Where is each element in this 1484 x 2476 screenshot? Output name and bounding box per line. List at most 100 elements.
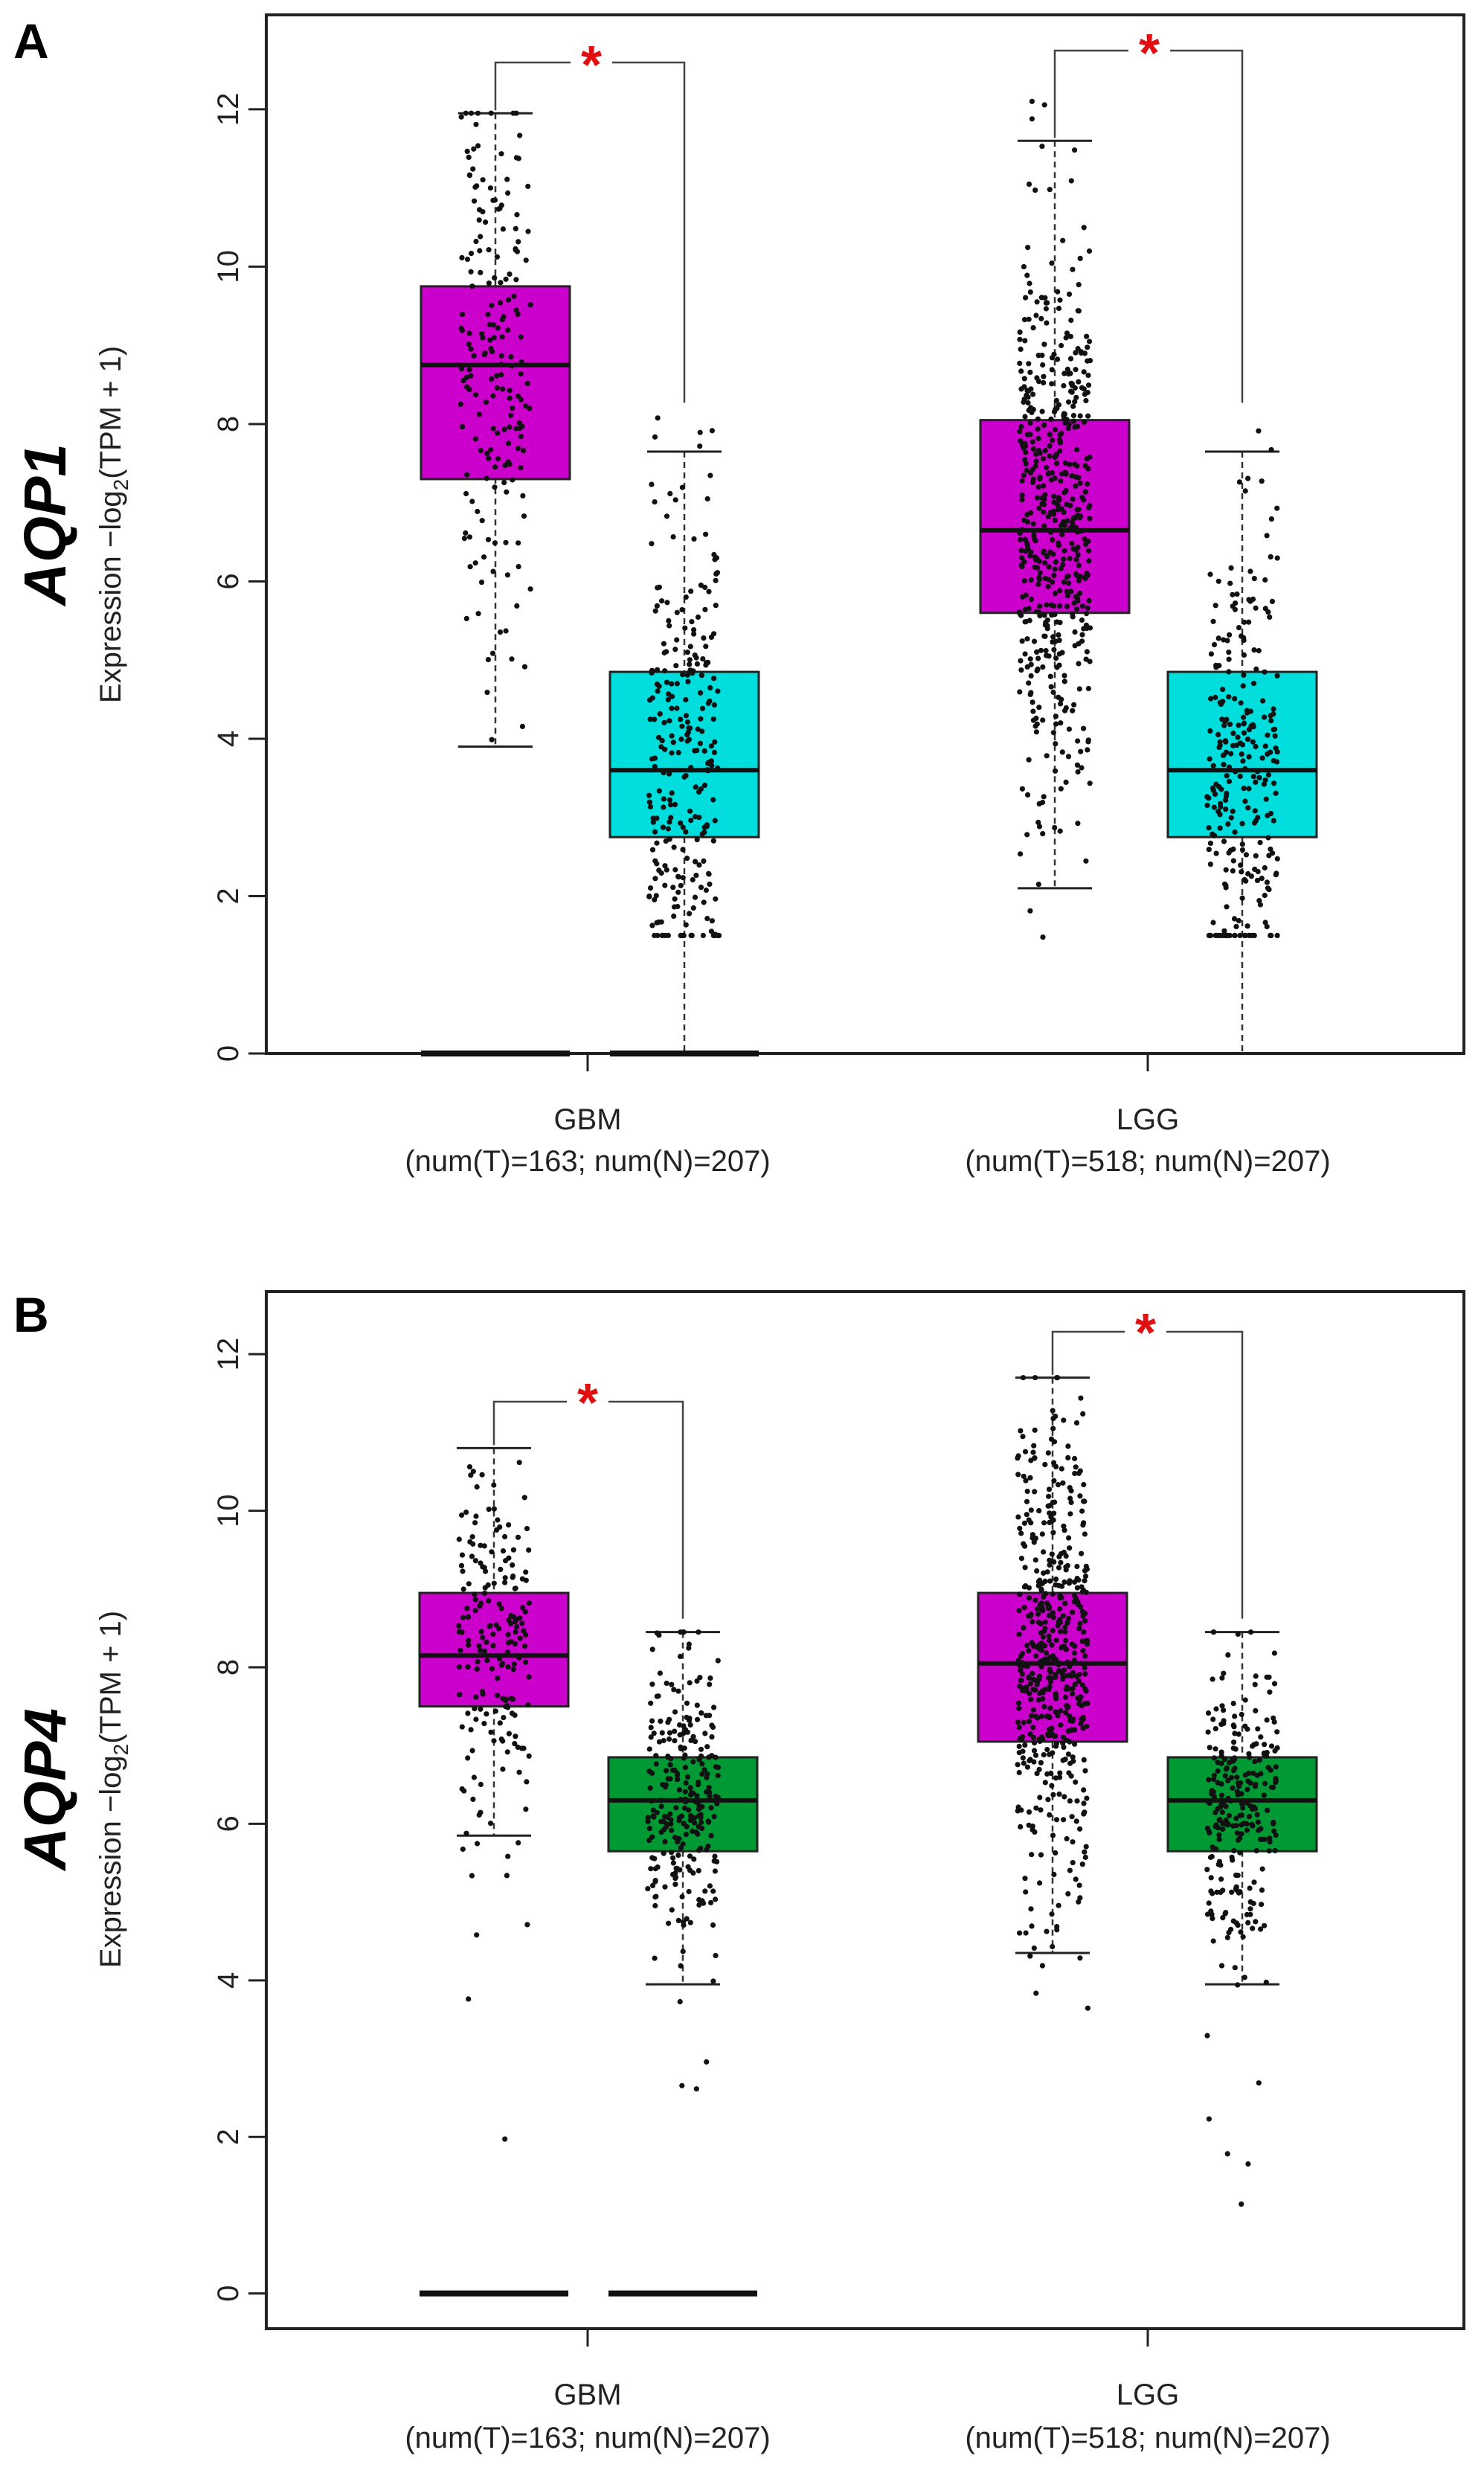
- data-point: [512, 1741, 518, 1747]
- data-point: [498, 280, 504, 286]
- data-point: [1218, 804, 1224, 810]
- data-point: [487, 1623, 493, 1629]
- data-point: [1024, 1764, 1030, 1770]
- data-point: [1058, 1559, 1064, 1565]
- data-point: [1206, 825, 1212, 831]
- data-point: [1259, 755, 1265, 761]
- data-point: [505, 1632, 511, 1638]
- data-point: [1079, 617, 1085, 623]
- data-point: [1040, 362, 1046, 368]
- data-point: [679, 723, 685, 729]
- data-point: [518, 359, 524, 365]
- data-point: [1227, 632, 1233, 638]
- data-point: [1061, 673, 1067, 679]
- data-point: [456, 1536, 462, 1542]
- data-point: [463, 490, 469, 497]
- data-point: [1034, 1681, 1040, 1687]
- data-point: [1253, 666, 1259, 673]
- data-point: [1039, 501, 1045, 507]
- data-point: [1057, 620, 1063, 626]
- data-point: [468, 269, 474, 275]
- data-point: [502, 1579, 508, 1585]
- data-point: [1063, 1564, 1069, 1570]
- data-point: [1259, 876, 1265, 882]
- data-point: [492, 484, 498, 490]
- data-point: [711, 676, 717, 681]
- data-point: [668, 815, 674, 821]
- data-point: [1262, 1836, 1268, 1842]
- data-point: [646, 1768, 652, 1774]
- data-point: [1070, 403, 1076, 409]
- data-point: [1027, 289, 1033, 295]
- data-point: [1215, 932, 1221, 938]
- data-point: [1063, 471, 1069, 477]
- data-point: [1047, 187, 1053, 193]
- data-point: [476, 217, 482, 223]
- data-point: [1032, 1557, 1038, 1563]
- data-point: [1240, 758, 1246, 764]
- data-point: [501, 426, 507, 432]
- data-point: [666, 1920, 672, 1926]
- data-point: [1267, 614, 1273, 620]
- data-point: [1208, 1875, 1214, 1881]
- data-point: [1034, 1771, 1040, 1777]
- data-point: [704, 1744, 710, 1750]
- data-point: [661, 804, 666, 810]
- data-point: [1038, 647, 1044, 653]
- data-point: [1059, 531, 1065, 538]
- data-point: [485, 312, 491, 318]
- data-point: [1237, 740, 1243, 746]
- data-point: [502, 1575, 508, 1581]
- data-point: [458, 325, 464, 331]
- data-point: [466, 1642, 472, 1648]
- data-point: [678, 716, 684, 722]
- data-point: [688, 588, 694, 594]
- data-point: [1082, 1653, 1088, 1659]
- data-point: [687, 657, 693, 663]
- data-point: [696, 1812, 702, 1819]
- data-point: [1247, 1885, 1253, 1891]
- data-point: [679, 607, 685, 613]
- data-point: [1053, 655, 1059, 661]
- data-point: [700, 932, 707, 938]
- data-point: [1076, 1577, 1082, 1583]
- data-point: [1039, 1531, 1045, 1537]
- data-point: [1021, 1625, 1027, 1631]
- data-point: [678, 932, 684, 938]
- data-point: [1023, 1688, 1029, 1694]
- data-point: [1067, 356, 1074, 362]
- data-point: [502, 1533, 508, 1540]
- data-point: [1241, 720, 1247, 726]
- data-point: [1016, 1705, 1022, 1711]
- data-point: [1221, 1820, 1227, 1826]
- data-point: [682, 1765, 689, 1771]
- data-point: [1032, 554, 1038, 560]
- data-point: [1065, 1704, 1071, 1710]
- data-point: [1076, 379, 1082, 385]
- data-point: [1027, 1953, 1033, 1959]
- data-point: [1221, 932, 1227, 938]
- data-point: [1056, 1902, 1061, 1908]
- data-point: [1070, 1691, 1076, 1697]
- data-point: [1239, 1711, 1244, 1718]
- data-point: [1060, 1757, 1066, 1763]
- data-point: [672, 1728, 678, 1734]
- data-point: [1077, 1620, 1083, 1626]
- data-point: [511, 293, 517, 299]
- data-point: [666, 1736, 672, 1742]
- plot-marks: [420, 49, 1318, 1056]
- data-point: [1264, 923, 1270, 930]
- data-point: [1026, 361, 1032, 367]
- data-point: [520, 493, 526, 499]
- data-point: [1073, 1420, 1080, 1426]
- data-point: [469, 1748, 475, 1754]
- data-point: [696, 1902, 702, 1908]
- data-point: [459, 1552, 466, 1558]
- data-point: [1233, 1872, 1239, 1879]
- data-point: [1052, 612, 1058, 618]
- data-point: [1274, 505, 1280, 511]
- data-point: [1265, 772, 1271, 778]
- data-point: [1268, 932, 1274, 938]
- data-point: [669, 705, 675, 711]
- data-point: [510, 1573, 516, 1579]
